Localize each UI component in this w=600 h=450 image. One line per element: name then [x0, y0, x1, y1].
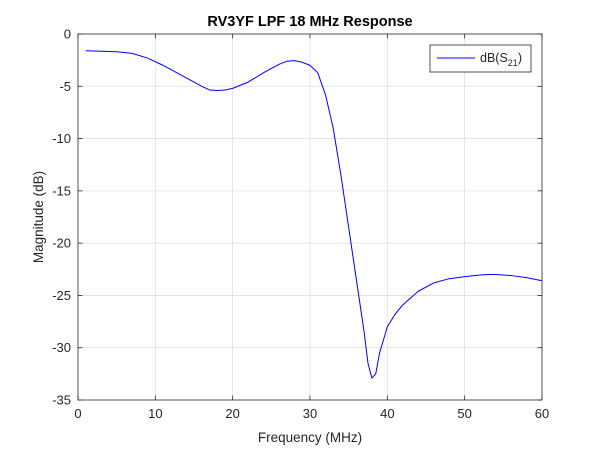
legend: dB(S21)	[429, 44, 532, 73]
x-tick-label: 0	[74, 406, 81, 421]
y-tick-label: -30	[52, 340, 71, 355]
y-tick-label: 0	[64, 27, 71, 42]
x-axis-label: Frequency (MHz)	[258, 430, 362, 445]
legend-label-subscript: 21	[508, 58, 518, 68]
x-tick-label: 40	[380, 406, 394, 421]
y-tick-label: -5	[59, 79, 71, 94]
y-tick-label: -35	[52, 393, 71, 408]
y-axis-label: Magnitude (dB)	[31, 171, 46, 263]
series-layer	[85, 50, 543, 379]
x-tick-label: 50	[457, 406, 471, 421]
chart-title: RV3YF LPF 18 MHz Response	[207, 14, 412, 30]
x-tick-label: 30	[303, 406, 317, 421]
y-tick-label: -15	[52, 183, 71, 198]
series-line	[85, 50, 543, 379]
legend-label-base: dB(S	[480, 51, 508, 65]
y-tick-label: -20	[52, 236, 71, 251]
y-axis-ticks: 0 -5 -10 -15 -20 -25 -30 -35	[52, 27, 542, 408]
grid	[78, 34, 542, 400]
x-axis-ticks: 0 10 20 30 40 50 60	[74, 34, 549, 421]
x-tick-label: 60	[535, 406, 549, 421]
y-tick-label: -10	[52, 131, 71, 146]
x-tick-label: 10	[148, 406, 162, 421]
y-tick-label: -25	[52, 288, 71, 303]
x-tick-label: 20	[225, 406, 239, 421]
legend-label-close: )	[518, 51, 522, 65]
legend-label: dB(S21)	[480, 51, 522, 68]
